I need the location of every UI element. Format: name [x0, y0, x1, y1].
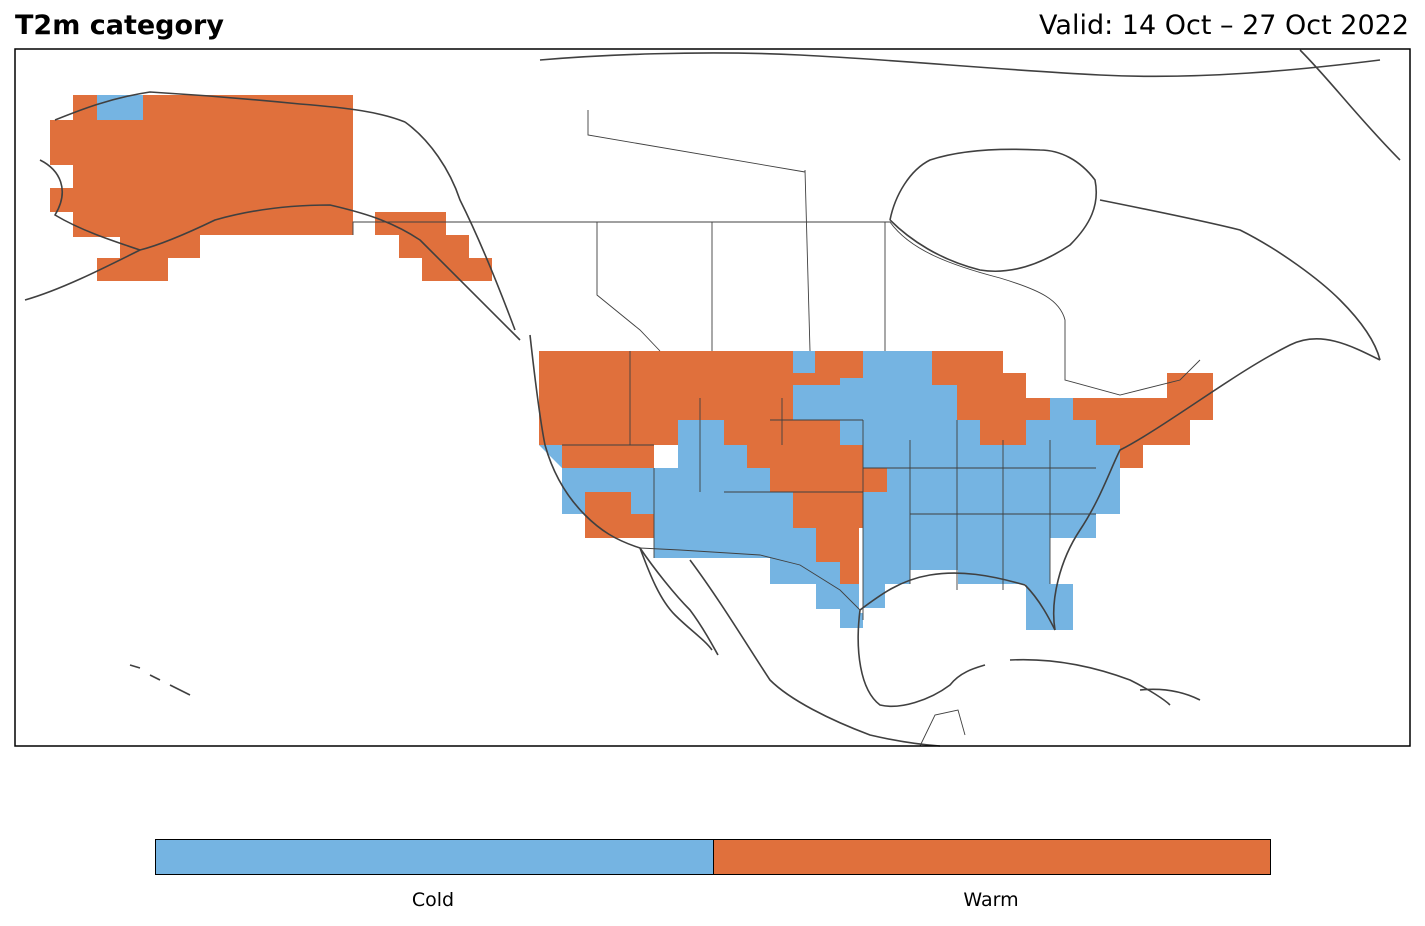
alaska-coast [54, 91, 516, 331]
canada-provinces [587, 110, 886, 352]
colorbar-label-cold: Cold [411, 889, 455, 911]
colorbar-cold-segment [156, 840, 713, 874]
greenland-edge [1299, 49, 1401, 161]
colorado-warm-region [747, 445, 793, 468]
gulf-coast [857, 572, 1056, 708]
valid-period: Valid: 14 Oct – 27 Oct 2022 [1039, 10, 1409, 41]
colorbar [155, 839, 1271, 875]
colorbar-label-warm: Warm [963, 889, 1019, 911]
map-frame [14, 48, 1411, 747]
us-mexico-border [639, 547, 861, 611]
aleutians [24, 249, 141, 301]
colorbar-warm-segment [712, 840, 1270, 874]
central-america [919, 709, 966, 747]
alaska-south-coast [39, 159, 521, 341]
mexico-coast [689, 559, 941, 747]
west-coast [529, 334, 719, 656]
us-canada-border [352, 221, 890, 235]
alaska-cold-cell [97, 95, 143, 120]
greatlakes-warm-region [932, 351, 1050, 445]
dakota-cold-cell [793, 398, 840, 420]
panhandle-warm-region [375, 212, 492, 281]
plains-cold-cell [793, 351, 815, 373]
texas-cold-region [793, 351, 1120, 630]
hudson-bay [889, 148, 1097, 273]
us-canada-border-east [889, 221, 1201, 396]
socal-warm-region [585, 492, 654, 538]
dakota-warm-region [747, 398, 887, 584]
idaho-cold-cell [678, 420, 724, 445]
arctic-islands [539, 52, 1381, 78]
us-states-grid [562, 351, 1096, 620]
hispaniola [1139, 688, 1201, 701]
pacnw-warm-region [539, 351, 793, 468]
east-coast [1052, 338, 1381, 631]
political-borders [352, 110, 1201, 747]
map-title: T2m category [15, 10, 224, 41]
hawaii [129, 664, 191, 696]
labrador [1099, 199, 1381, 361]
cuba [1009, 658, 1171, 706]
coastlines [24, 49, 1401, 747]
northeast-warm-region [1073, 373, 1213, 468]
warm-cells [50, 95, 1213, 584]
alaska-warm-region [50, 95, 353, 281]
baja [639, 547, 713, 651]
southwest-cold-region [562, 468, 863, 628]
cold-cells [97, 95, 1120, 630]
